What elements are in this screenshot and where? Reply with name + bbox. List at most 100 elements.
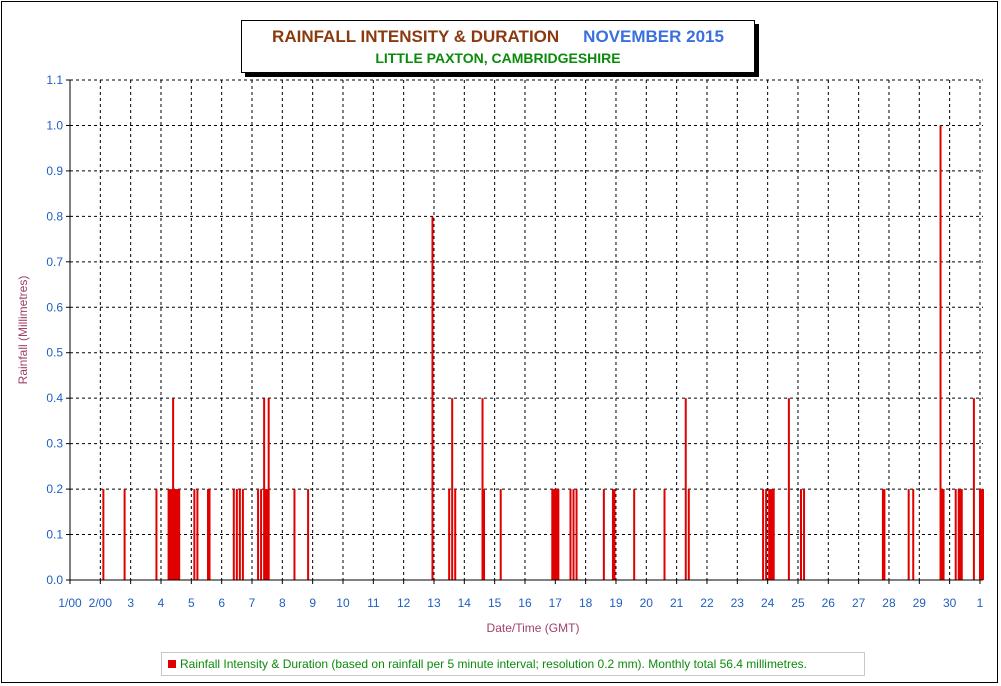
x-tick-label: 17 [549,596,563,610]
legend: Rainfall Intensity & Duration (based on … [161,652,865,676]
rainfall-bar [172,398,175,580]
rainfall-bar [602,489,605,580]
rainfall-bar [238,489,241,580]
rainfall-bar [939,125,942,581]
y-tick-label: 0.7 [46,255,63,269]
x-tick-label: 10 [336,596,350,610]
rainfall-bar [768,489,771,580]
rainfall-bar [307,489,310,580]
rainfall-bar [264,489,267,580]
rainfall-bar [208,489,211,580]
x-tick-label: 19 [609,596,623,610]
x-tick-label: 27 [852,596,866,610]
y-tick-label: 0.0 [46,573,63,587]
x-tick-label: 3 [127,596,134,610]
rainfall-bar [196,489,199,580]
rainfall-bar [235,489,238,580]
rainfall-bar [881,489,884,580]
axes [66,79,983,584]
rainfall-bar [557,489,560,580]
x-tick-label: 12 [397,596,411,610]
y-tick-label: 0.3 [46,437,63,451]
x-tick-label: 8 [279,596,286,610]
legend-text: Rainfall Intensity & Duration (based on … [180,657,807,671]
rainfall-bar [800,489,803,580]
rainfall-bar [611,489,614,580]
chart-title: RAINFALL INTENSITY & DURATION NOVEMBER 20… [242,27,754,47]
rainfall-bar [241,489,244,580]
rainfall-bar [769,489,772,580]
rainfall-bar [572,489,575,580]
x-axis-label: Date/Time (GMT) [487,621,580,635]
y-tick-label: 0.8 [46,209,63,223]
chart-subtitle-location: LITTLE PAXTON, CAMBRIDGESHIRE [375,50,621,66]
x-tick-label: 6 [218,596,225,610]
rainfall-bar [555,489,558,580]
rainfall-bar [941,489,944,580]
rainfall-bar [972,398,975,580]
rainfall-bar [772,489,775,580]
rainfall-bar [451,398,454,580]
rainfall-bar [954,489,957,580]
rainfall-bar [169,489,172,580]
rainfall-bar [257,489,260,580]
rainfall-bar [569,489,572,580]
chart-title-box: RAINFALL INTENSITY & DURATION NOVEMBER 20… [241,20,755,73]
rainfall-bar [293,489,296,580]
rainfall-bar [960,489,963,580]
rainfall-bar [431,216,434,580]
rainfall-bars [102,125,984,581]
rainfall-bar [167,489,170,580]
rainfall-bar [266,489,269,580]
y-tick-label: 0.9 [46,164,63,178]
rainfall-bar [762,489,765,580]
rainfall-bar [499,489,502,580]
x-tick-label: 26 [822,596,836,610]
rainfall-bar [978,489,981,580]
rainfall-bar [193,489,196,580]
x-tick-label: 28 [882,596,896,610]
y-axis-label: Rainfall (Millimetres) [16,276,30,385]
rainfall-bar [787,398,790,580]
y-tick-label: 0.4 [46,391,63,405]
rainfall-bar [942,489,945,580]
rainfall-bar [232,489,235,580]
rainfall-bar [155,489,158,580]
x-tick-label: 1 [977,596,984,610]
rainfall-bar [883,489,886,580]
y-tick-label: 0.1 [46,528,63,542]
rainfall-bar [771,489,774,580]
x-tick-label: 13 [427,596,441,610]
rainfall-bar [959,489,962,580]
chart-title-month: NOVEMBER 2015 [583,27,724,46]
rainfall-bar [980,489,983,580]
rainfall-bar [982,489,984,580]
y-tick-label: 0.5 [46,346,63,360]
y-tick-label: 1.0 [46,118,63,132]
rainfall-bar [684,398,687,580]
rainfall-bar [687,489,690,580]
rainfall-bar [613,489,616,580]
rainfall-bar [260,489,263,580]
y-tick-label: 0.2 [46,482,63,496]
rainfall-bar [102,489,105,580]
rainfall-bar [957,489,960,580]
rainfall-bar [552,489,555,580]
rainfall-bar [554,489,557,580]
x-tick-label: 9 [309,596,316,610]
x-tick-label: 7 [249,596,256,610]
rainfall-bar [912,489,915,580]
x-tick-label: 1/00 [58,596,82,610]
x-tick-label: 23 [731,596,745,610]
rainfall-bar [176,489,179,580]
rainfall-bar [207,489,210,580]
rainfall-bar [481,398,484,580]
x-tick-label: 29 [913,596,927,610]
tick-labels: 0.0 0.1 0.2 0.3 0.4 0.5 0.6 0.7 0.8 0.9 1.0 1.1 1/00… [46,73,983,610]
y-tick-label: 1.1 [46,73,63,87]
x-tick-label: 30 [943,596,957,610]
rainfall-bar [267,398,270,580]
rainfall-bar [575,489,578,580]
